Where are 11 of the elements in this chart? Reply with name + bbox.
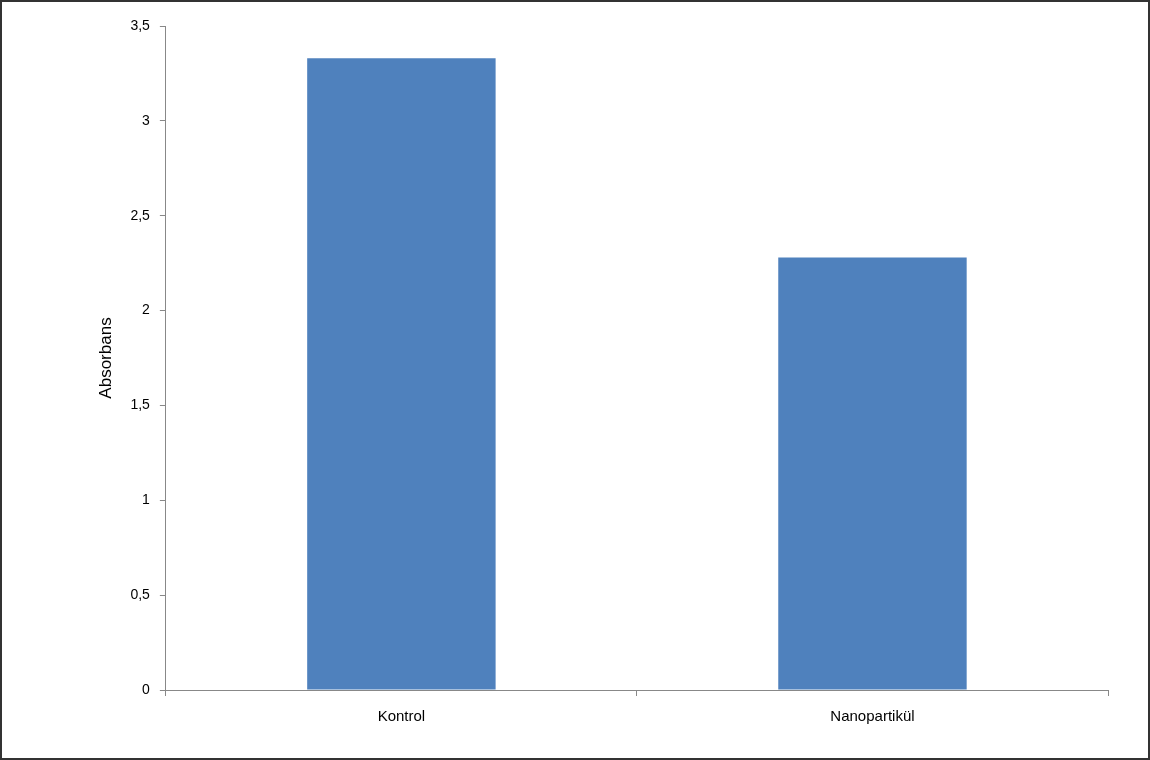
y-tick-label: 2: [142, 301, 151, 318]
y-tick-label: 3: [142, 111, 151, 128]
x-tick-label: Kontrol: [377, 707, 426, 725]
y-tick-label: 3,5: [130, 16, 151, 33]
y-axis-title: Absorbans: [95, 317, 115, 399]
y-tick-label: 0,5: [130, 586, 151, 602]
y-tick-label: 1,5: [130, 396, 151, 413]
y-tick-label: 2,5: [130, 206, 151, 223]
x-tick-label: Nanopartikül: [830, 707, 915, 725]
y-tick-label: 1: [142, 491, 151, 508]
y-tick-label: 0: [142, 680, 151, 697]
